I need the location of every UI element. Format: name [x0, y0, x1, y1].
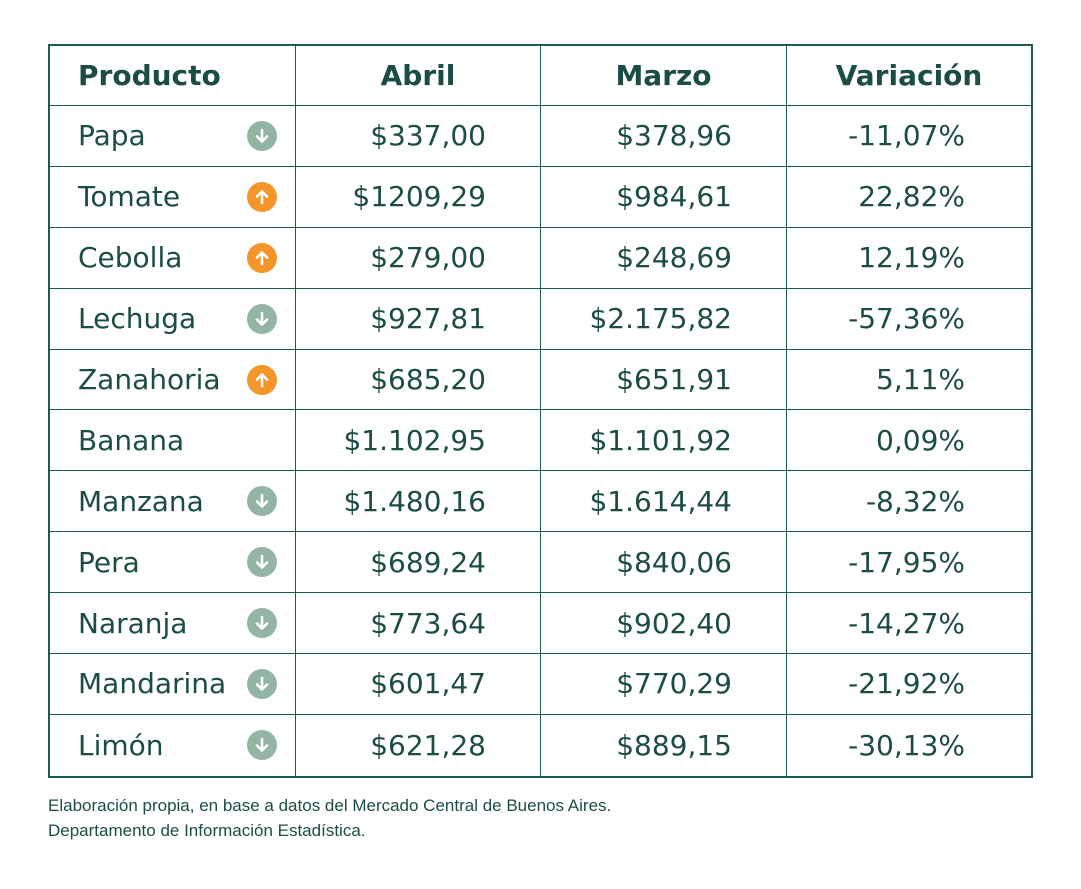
cell-variacion: -17,95%: [848, 545, 965, 579]
table-header-row: Producto Abril Marzo Variación: [50, 46, 1031, 106]
cell-producto: Naranja: [50, 593, 296, 654]
producto-label: Manzana: [78, 484, 204, 518]
cell-variacion: -21,92%: [848, 667, 965, 701]
cell-marzo: $902,40: [541, 593, 787, 654]
cell-producto: Pera: [50, 532, 296, 593]
footnote-line-2: Departamento de Información Estadística.: [48, 821, 366, 840]
producto-label: Papa: [78, 119, 146, 153]
cell-marzo: $651,91: [541, 349, 787, 410]
cell-abril: $1.480,16: [296, 471, 541, 532]
arrow-down-circle-icon: [247, 668, 277, 699]
cell-marzo: $248,69: [541, 227, 787, 288]
cell-marzo: $840,06: [541, 532, 787, 593]
cell-abril: $1209,29: [296, 166, 541, 227]
footnote-line-1: Elaboración propia, en base a datos del …: [48, 796, 612, 815]
cell-variacion: 5,11%: [876, 363, 965, 396]
cell-marzo: $378,96: [541, 106, 787, 166]
producto-label: Limón: [78, 728, 164, 762]
producto-label: Zanahoria: [78, 363, 221, 396]
table-row: Limón $621,28 $889,15 -30,13%: [50, 714, 1031, 776]
cell-producto: Tomate: [50, 166, 296, 227]
cell-marzo: $984,61: [541, 166, 787, 227]
table-row: Tomate $1209,29 $984,61 22,82%: [50, 166, 1031, 228]
table-row: Manzana $1.480,16 $1.614,44 -8,32%: [50, 471, 1031, 533]
arrow-up-circle-icon: [247, 364, 277, 395]
cell-marzo: $889,15: [541, 714, 787, 776]
cell-producto: Cebolla: [50, 227, 296, 288]
cell-variacion: -8,32%: [865, 484, 965, 518]
arrow-down-circle-icon: [247, 486, 277, 517]
header-abril: Abril: [296, 46, 541, 105]
cell-abril: $1.102,95: [296, 410, 541, 471]
cell-variacion: 22,82%: [858, 180, 965, 214]
arrow-down-circle-icon: [247, 730, 277, 761]
arrow-down-circle-icon: [247, 608, 277, 639]
producto-label: Cebolla: [78, 241, 183, 275]
table-row: Cebolla $279,00 $248,69 12,19%: [50, 227, 1031, 289]
cell-abril: $927,81: [296, 288, 541, 349]
table-row: Pera $689,24 $840,06 -17,95%: [50, 532, 1031, 594]
cell-abril: $773,64: [296, 593, 541, 654]
cell-abril: $279,00: [296, 227, 541, 288]
table-row: Naranja $773,64 $902,40 -14,27%: [50, 593, 1031, 655]
cell-abril: $689,24: [296, 532, 541, 593]
cell-abril: $685,20: [296, 349, 541, 410]
cell-producto: Zanahoria: [50, 349, 296, 410]
cell-marzo: $770,29: [541, 654, 787, 714]
cell-producto: Limón: [50, 714, 296, 776]
arrow-up-circle-icon: [247, 181, 277, 212]
arrow-down-circle-icon: [247, 120, 277, 151]
table-row: Zanahoria $685,20 $651,91 5,11%: [50, 349, 1031, 411]
table-row: Banana $1.102,95 $1.101,92 0,09%: [50, 410, 1031, 472]
price-table: Producto Abril Marzo Variación Papa $337,…: [48, 44, 1033, 778]
cell-abril: $337,00: [296, 106, 541, 166]
cell-abril: $601,47: [296, 654, 541, 714]
header-marzo: Marzo: [541, 46, 787, 105]
cell-variacion: -57,36%: [848, 302, 965, 336]
cell-abril: $621,28: [296, 714, 541, 776]
producto-label: Tomate: [78, 180, 181, 214]
producto-label: Pera: [78, 545, 140, 579]
cell-producto: Banana: [50, 410, 296, 471]
header-producto: Producto: [50, 46, 296, 105]
footnote: Elaboración propia, en base a datos del …: [48, 793, 611, 843]
table-row: Papa $337,00 $378,96 -11,07%: [50, 106, 1031, 167]
producto-label: Naranja: [78, 606, 188, 640]
cell-producto: Papa: [50, 106, 296, 166]
header-variacion: Variación: [835, 59, 983, 92]
arrow-up-circle-icon: [247, 242, 277, 273]
producto-label: Mandarina: [78, 667, 227, 701]
cell-variacion: -14,27%: [848, 606, 965, 640]
table-row: Mandarina $601,47 $770,29 -21,92%: [50, 654, 1031, 715]
cell-producto: Manzana: [50, 471, 296, 532]
table-body: Papa $337,00 $378,96 -11,07% Tomate $1209,29 $…: [50, 106, 1031, 776]
producto-label: Banana: [78, 423, 185, 457]
cell-producto: Lechuga: [50, 288, 296, 349]
table-row: Lechuga $927,81 $2.175,82 -57,36%: [50, 288, 1031, 350]
cell-marzo: $1.614,44: [541, 471, 787, 532]
cell-marzo: $1.101,92: [541, 410, 787, 471]
cell-variacion: -30,13%: [848, 728, 965, 762]
cell-variacion: 12,19%: [858, 241, 965, 275]
arrow-down-circle-icon: [247, 303, 277, 334]
cell-variacion: 0,09%: [876, 423, 965, 457]
cell-variacion: -11,07%: [848, 119, 965, 153]
producto-label: Lechuga: [78, 302, 197, 336]
arrow-down-circle-icon: [247, 547, 277, 578]
cell-producto: Mandarina: [50, 654, 296, 714]
cell-marzo: $2.175,82: [541, 288, 787, 349]
